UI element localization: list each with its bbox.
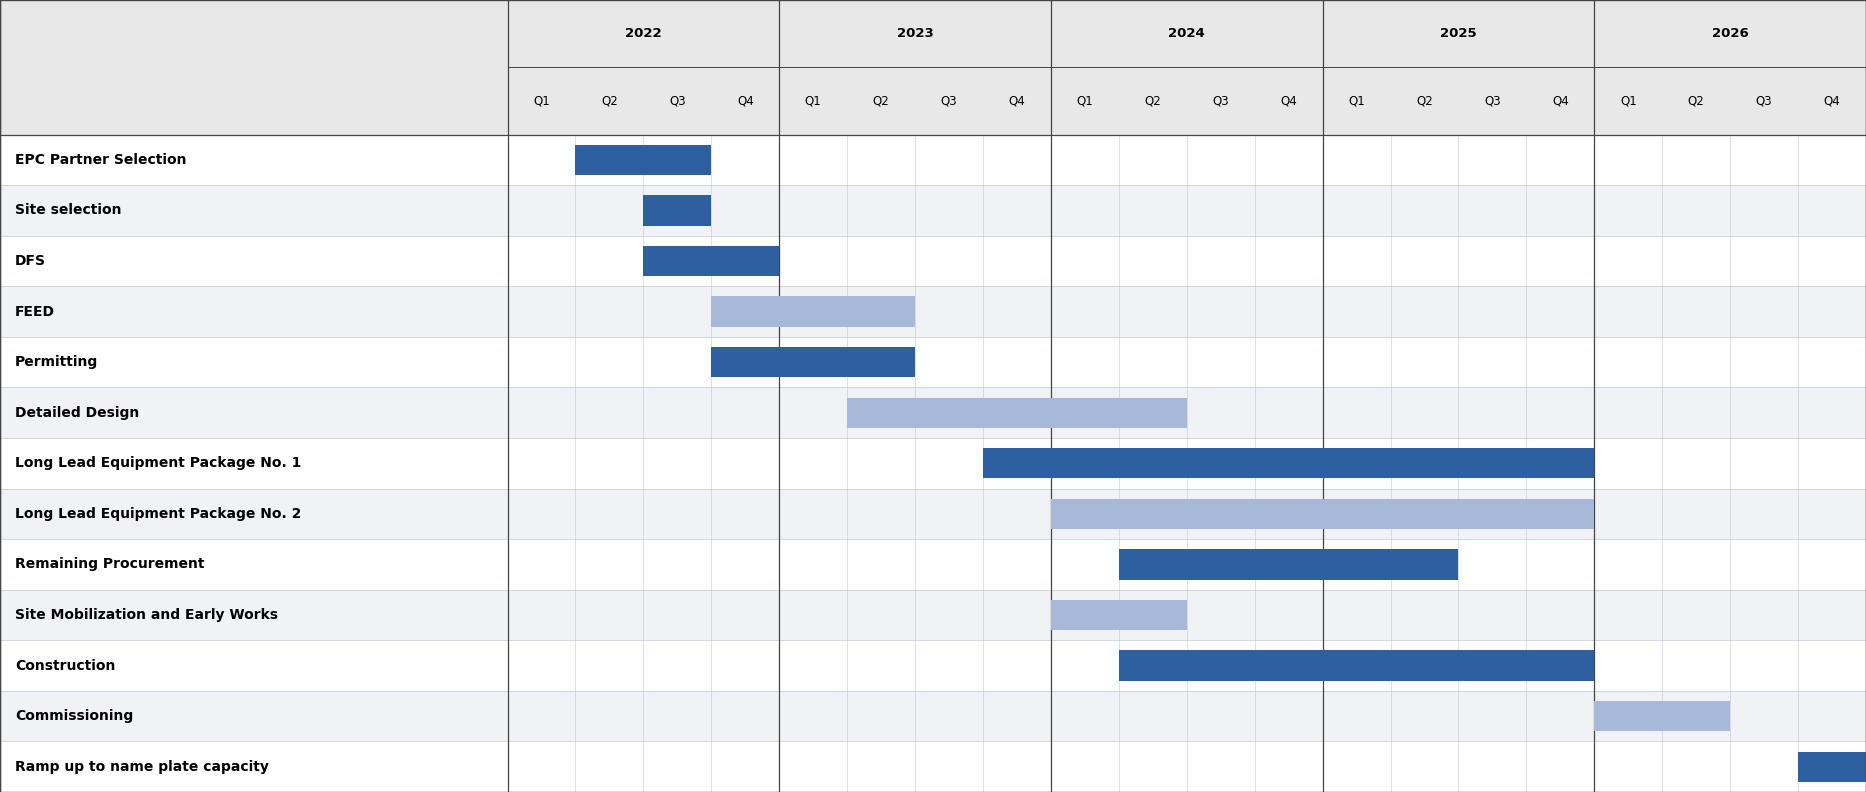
- Bar: [644, 246, 780, 276]
- Bar: [711, 296, 914, 327]
- Bar: [0, 387, 1866, 438]
- Bar: [0, 438, 1866, 489]
- Text: 2022: 2022: [625, 27, 662, 40]
- Text: Q4: Q4: [1553, 94, 1569, 108]
- Bar: [0, 135, 1866, 185]
- Bar: [0, 185, 1866, 236]
- Text: 2026: 2026: [1711, 27, 1748, 40]
- Bar: [0, 0, 1866, 135]
- Bar: [711, 347, 914, 377]
- Text: Q3: Q3: [940, 94, 957, 108]
- Text: Q2: Q2: [873, 94, 890, 108]
- Bar: [1051, 600, 1187, 630]
- Text: 2024: 2024: [1168, 27, 1205, 40]
- Text: Ramp up to name plate capacity: Ramp up to name plate capacity: [15, 760, 269, 774]
- Bar: [0, 691, 1866, 741]
- Text: 2025: 2025: [1441, 27, 1476, 40]
- Bar: [0, 236, 1866, 287]
- Text: Q2: Q2: [1689, 94, 1704, 108]
- Bar: [1594, 701, 1730, 731]
- Text: Q3: Q3: [1756, 94, 1773, 108]
- Text: Detailed Design: Detailed Design: [15, 406, 140, 420]
- Text: Q4: Q4: [1010, 94, 1024, 108]
- Bar: [1799, 752, 1866, 782]
- Bar: [847, 398, 1187, 428]
- Bar: [575, 145, 711, 175]
- Text: Site Mobilization and Early Works: Site Mobilization and Early Works: [15, 608, 278, 622]
- Text: Q2: Q2: [1416, 94, 1433, 108]
- Text: Q1: Q1: [1620, 94, 1636, 108]
- Text: DFS: DFS: [15, 254, 47, 268]
- Bar: [1120, 550, 1459, 580]
- Text: Site selection: Site selection: [15, 204, 121, 218]
- Text: Q2: Q2: [601, 94, 618, 108]
- Text: Q4: Q4: [1823, 94, 1840, 108]
- Text: FEED: FEED: [15, 305, 54, 318]
- Text: Commissioning: Commissioning: [15, 709, 132, 723]
- Bar: [1051, 499, 1594, 529]
- Text: Q4: Q4: [1280, 94, 1297, 108]
- Text: Q3: Q3: [670, 94, 685, 108]
- Text: Remaining Procurement: Remaining Procurement: [15, 558, 205, 572]
- Text: Q1: Q1: [804, 94, 821, 108]
- Text: Q1: Q1: [534, 94, 550, 108]
- Bar: [0, 337, 1866, 387]
- Bar: [983, 448, 1594, 478]
- Text: Q4: Q4: [737, 94, 754, 108]
- Text: Q1: Q1: [1349, 94, 1364, 108]
- Text: Permitting: Permitting: [15, 355, 99, 369]
- Bar: [0, 489, 1866, 539]
- Bar: [0, 539, 1866, 590]
- Bar: [0, 590, 1866, 640]
- Text: Q1: Q1: [1077, 94, 1093, 108]
- Text: Long Lead Equipment Package No. 1: Long Lead Equipment Package No. 1: [15, 456, 300, 470]
- Text: EPC Partner Selection: EPC Partner Selection: [15, 153, 187, 167]
- Bar: [1120, 650, 1594, 681]
- Bar: [0, 287, 1866, 337]
- Text: Q3: Q3: [1213, 94, 1230, 108]
- Text: Construction: Construction: [15, 659, 116, 672]
- Text: Q2: Q2: [1144, 94, 1161, 108]
- Bar: [0, 741, 1866, 792]
- Text: 2023: 2023: [898, 27, 933, 40]
- Bar: [0, 640, 1866, 691]
- Text: Long Lead Equipment Package No. 2: Long Lead Equipment Package No. 2: [15, 507, 300, 521]
- Bar: [644, 196, 711, 226]
- Text: Q3: Q3: [1483, 94, 1500, 108]
